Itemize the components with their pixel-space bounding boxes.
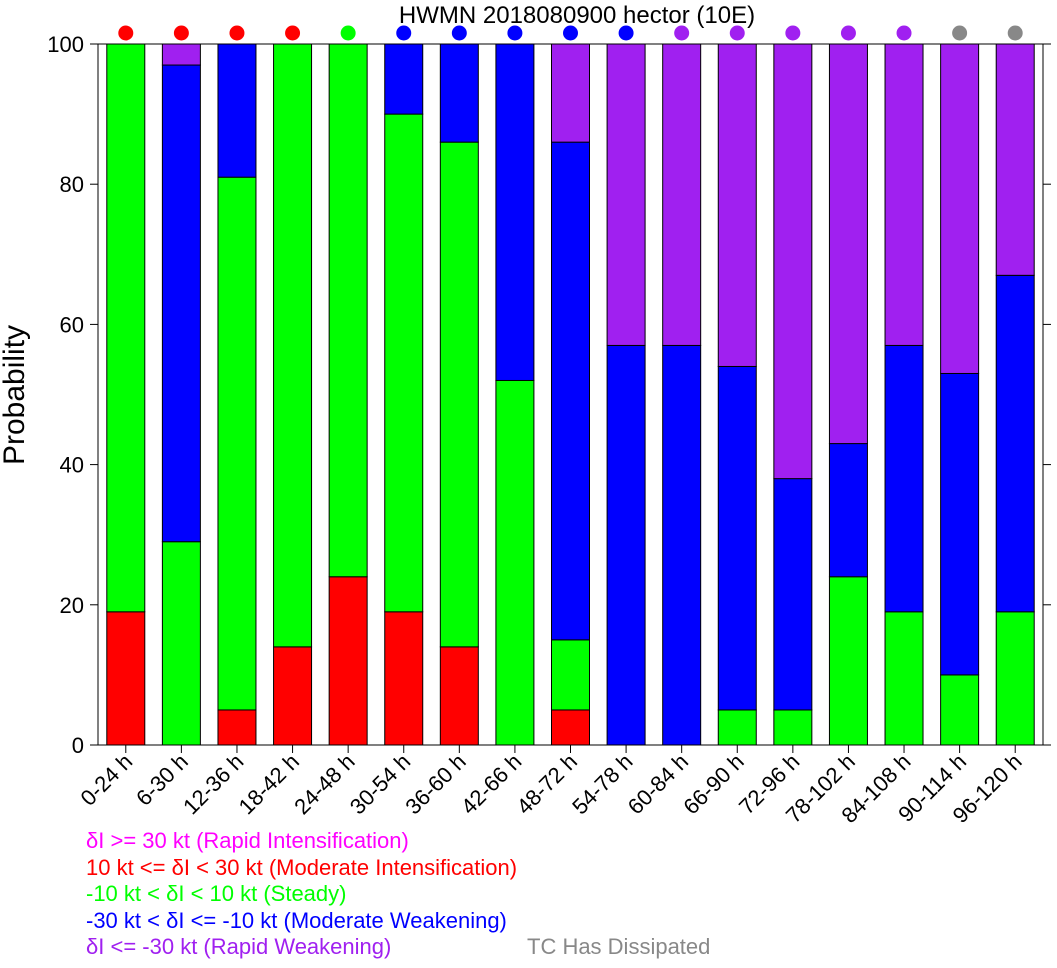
x-tick-label: 36-60 h bbox=[400, 749, 470, 819]
intensity-marker bbox=[340, 25, 356, 41]
bar-segment bbox=[662, 344, 702, 746]
bar-segment bbox=[717, 365, 757, 711]
x-tick-label: 0-24 h bbox=[76, 749, 138, 811]
x-tick-label: 12-36 h bbox=[178, 749, 248, 819]
y-tick-label: 60 bbox=[60, 312, 84, 337]
intensity-marker bbox=[285, 25, 301, 41]
bar-segment bbox=[940, 43, 980, 374]
intensity-marker bbox=[396, 25, 412, 41]
bar-segment bbox=[217, 43, 257, 178]
bar-segment bbox=[495, 43, 535, 381]
intensity-marker bbox=[451, 25, 467, 41]
bar-segment bbox=[773, 43, 813, 480]
bar-segment bbox=[717, 709, 757, 746]
bar-segment bbox=[161, 43, 201, 66]
intensity-marker bbox=[729, 25, 745, 41]
x-axis-ticks: 0-24 h6-30 h12-36 h18-42 h24-48 h30-54 h… bbox=[76, 745, 1027, 828]
intensity-marker bbox=[952, 25, 968, 41]
bar-segment bbox=[495, 379, 535, 746]
legend-item-rapid-weakening: δI <= -30 kt (Rapid Weakening) bbox=[86, 934, 392, 959]
bar-segment bbox=[161, 64, 201, 543]
bar-segment bbox=[773, 478, 813, 711]
x-tick-label: 66-90 h bbox=[678, 749, 748, 819]
intensity-marker bbox=[563, 25, 578, 41]
bar-segment bbox=[328, 43, 368, 578]
x-tick-label: 30-54 h bbox=[345, 749, 415, 819]
intensity-marker bbox=[1007, 25, 1023, 41]
bar-segment bbox=[384, 43, 424, 115]
bar-segment bbox=[384, 113, 424, 613]
legend-item-dissipated: TC Has Dissipated bbox=[527, 934, 711, 959]
bar-segment bbox=[273, 43, 313, 648]
y-axis-label: Probability bbox=[0, 325, 31, 465]
y-tick-label: 40 bbox=[60, 453, 84, 478]
top-markers-group bbox=[118, 25, 1023, 41]
bar-segment bbox=[940, 674, 980, 746]
bar-segment bbox=[884, 344, 924, 613]
x-tick-label: 42-66 h bbox=[456, 749, 526, 819]
bar-segment bbox=[606, 43, 646, 346]
bar-segment bbox=[606, 344, 646, 746]
bars-group bbox=[106, 43, 1035, 746]
bar-segment bbox=[551, 639, 590, 711]
x-tick-label: 54-78 h bbox=[567, 749, 637, 819]
bar-segment bbox=[217, 709, 257, 746]
bar-segment bbox=[773, 709, 813, 746]
bar-segment bbox=[439, 43, 479, 143]
x-tick-label: 60-84 h bbox=[623, 749, 693, 819]
legend-item-moderate-weakening: -30 kt < δI <= -10 kt (Moderate Weakenin… bbox=[86, 907, 507, 933]
y-tick-label: 100 bbox=[47, 32, 84, 57]
bar-segment bbox=[662, 43, 702, 346]
bar-segment bbox=[884, 43, 924, 346]
bar-segment bbox=[106, 43, 146, 613]
bar-segment bbox=[551, 43, 590, 143]
bar-segment bbox=[384, 611, 424, 746]
bar-segment bbox=[940, 372, 980, 676]
bar-segment bbox=[106, 611, 146, 746]
bar-segment bbox=[439, 141, 479, 648]
legend-item-moderate-intensification: 10 kt <= δI < 30 kt (Moderate Intensific… bbox=[86, 854, 518, 880]
y-tick-label: 80 bbox=[60, 172, 84, 197]
y-tick-label: 20 bbox=[60, 593, 84, 618]
x-tick-label: 48-72 h bbox=[512, 749, 582, 819]
x-tick-label: 18-42 h bbox=[234, 749, 304, 819]
bar-segment bbox=[273, 646, 313, 746]
bar-segment bbox=[995, 611, 1035, 746]
bar-segment bbox=[551, 141, 590, 641]
intensity-marker bbox=[896, 25, 912, 41]
legend-item-rapid-intensification: δI >= 30 kt (Rapid Intensification) bbox=[86, 828, 409, 853]
legend: δI >= 30 kt (Rapid Intensification) 10 k… bbox=[86, 828, 517, 961]
intensity-marker bbox=[674, 25, 690, 41]
bar-segment bbox=[161, 541, 201, 746]
bar-segment bbox=[995, 274, 1035, 613]
chart-title: HWMN 2018080900 hector (10E) bbox=[399, 2, 755, 29]
intensity-marker bbox=[618, 25, 634, 41]
intensity-marker bbox=[785, 25, 801, 41]
y-axis-ticks: 0 20 40 60 80 100 bbox=[47, 32, 1051, 758]
bar-segment bbox=[439, 646, 479, 746]
bar-segment bbox=[551, 709, 590, 746]
bar-segment bbox=[884, 611, 924, 746]
x-tick-label: 24-48 h bbox=[289, 749, 359, 819]
bar-segment bbox=[217, 176, 257, 711]
bar-segment bbox=[717, 43, 757, 367]
legend-item-steady: -10 kt < δI < 10 kt (Steady) bbox=[86, 881, 347, 906]
bar-segment bbox=[828, 576, 868, 746]
bar-segment bbox=[828, 43, 868, 445]
intensity-marker bbox=[229, 25, 245, 41]
intensity-marker bbox=[173, 25, 189, 41]
intensity-marker bbox=[507, 25, 523, 41]
y-tick-label: 0 bbox=[72, 733, 84, 758]
bar-segment bbox=[995, 43, 1035, 276]
intensity-marker bbox=[840, 25, 856, 41]
intensity-marker bbox=[118, 25, 134, 41]
bar-segment bbox=[828, 443, 868, 578]
bar-segment bbox=[328, 576, 368, 746]
